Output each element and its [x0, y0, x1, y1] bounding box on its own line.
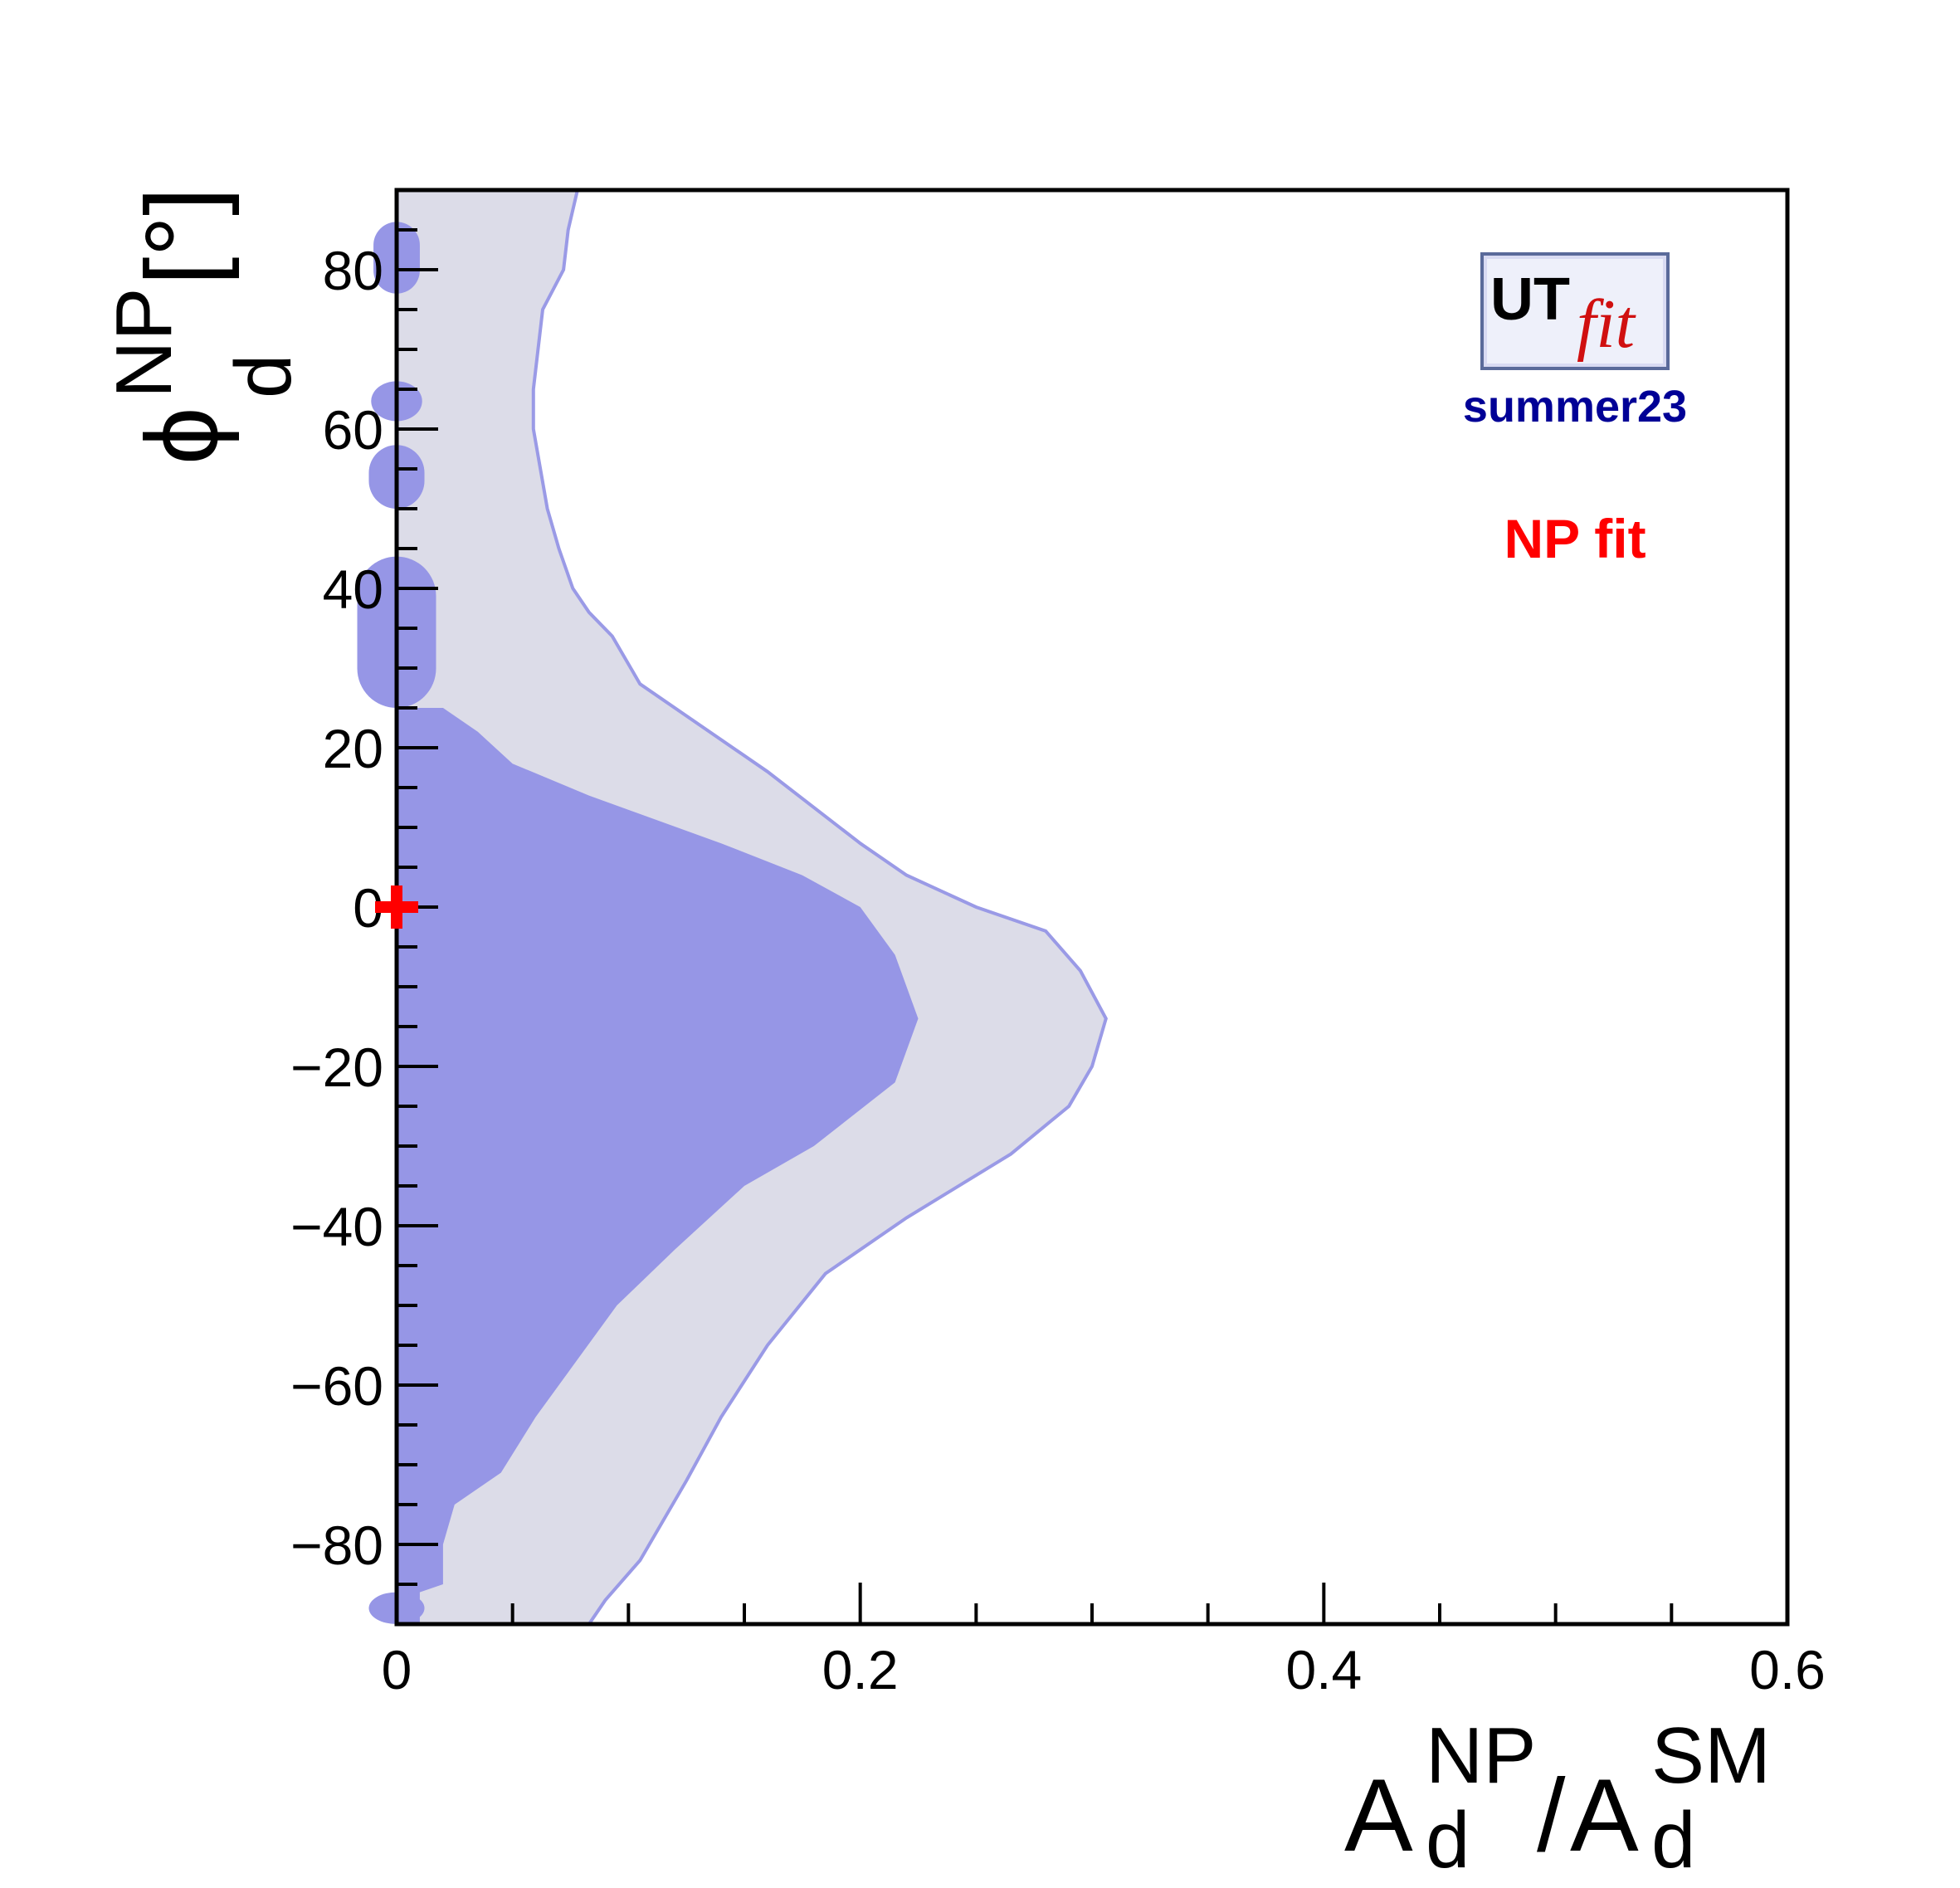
x-title-base2: A: [1570, 1759, 1639, 1873]
x-tick-label: 0.2: [822, 1639, 899, 1700]
y-title-unit: [°]: [125, 188, 240, 286]
y-tick-label: −20: [290, 1037, 383, 1098]
version-label: summer23: [1463, 382, 1687, 432]
y-tick-label: 40: [323, 559, 383, 620]
y-title-sup: NP: [100, 288, 188, 398]
y-tick-label: 20: [323, 718, 383, 779]
x-tick-label: 0.6: [1749, 1639, 1826, 1700]
x-tick-label: 0.4: [1285, 1639, 1362, 1700]
x-title-sup: NP: [1426, 1711, 1536, 1800]
utfit-logo: UT fit: [1480, 252, 1670, 370]
y-title-base: ϕ: [125, 407, 240, 465]
region-95-contour: [531, 189, 1108, 1626]
x-axis-title: A d NP / A d SM: [1344, 1711, 1771, 1885]
fit-label: NP fit: [1504, 508, 1646, 569]
y-tick-label: −80: [290, 1515, 383, 1576]
y-tick-label: −40: [290, 1196, 383, 1257]
logo-fit-text: fit: [1577, 285, 1637, 363]
x-title-base: A: [1344, 1759, 1413, 1873]
y-tick-label: 80: [323, 240, 383, 301]
y-tick-label: 60: [323, 399, 383, 461]
x-tick-label: 0: [382, 1639, 412, 1700]
x-title-sub2: d: [1651, 1796, 1695, 1885]
logo-ut-text: UT: [1490, 266, 1570, 333]
y-title-sub: d: [219, 354, 308, 398]
x-title-sub: d: [1426, 1796, 1470, 1885]
x-title-sup2: SM: [1651, 1711, 1771, 1800]
y-tick-label: −60: [290, 1355, 383, 1417]
region-68-fill: [397, 708, 919, 1624]
x-title-separator: /: [1537, 1759, 1566, 1873]
logo-background: [1487, 259, 1663, 363]
y-axis-title: ϕ d NP [°]: [100, 188, 308, 466]
